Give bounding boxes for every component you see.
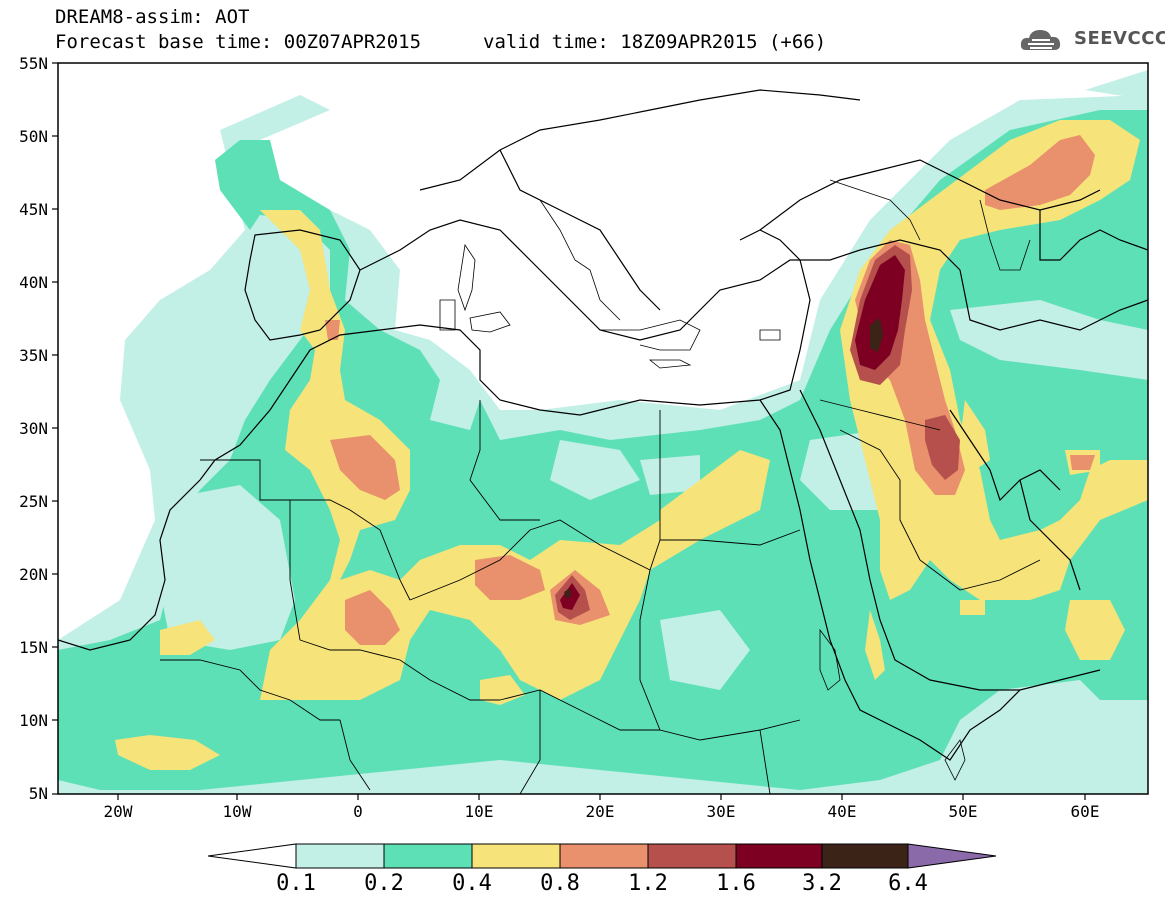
aot-contour-f32 [564, 318, 883, 598]
lon-label: 10E [465, 802, 494, 821]
colorbar-label: 0.4 [452, 871, 492, 896]
lat-label: 50N [19, 127, 48, 146]
colorbar-low-arrow [207, 843, 297, 869]
colorbar-swatch [383, 843, 473, 869]
lon-label: 60E [1071, 802, 1100, 821]
lat-label: 15N [19, 638, 48, 657]
valid-time: valid time: 18Z09APR2015 (+66) [483, 31, 827, 53]
colorbar [207, 843, 997, 869]
colorbar-label: 0.2 [364, 871, 404, 896]
lon-label: 30E [707, 802, 736, 821]
lat-label: 10N [19, 711, 48, 730]
lon-label: 40E [828, 802, 857, 821]
colorbar-label: 0.8 [540, 871, 580, 896]
colorbar-swatch [735, 843, 823, 869]
lon-label: 10W [223, 802, 252, 821]
colorbar-label: 6.4 [888, 871, 928, 896]
colorbar-swatch [647, 843, 737, 869]
lon-label: 0 [353, 802, 363, 821]
map-title: DREAM8-assim: AOT [55, 6, 250, 28]
aot-contour-f04 [115, 120, 1148, 770]
colorbar-high-arrow [907, 843, 997, 869]
colorbar-swatch [471, 843, 561, 869]
colorbar-swatch [559, 843, 649, 869]
lat-label: 30N [19, 419, 48, 438]
colorbar-swatch [821, 843, 909, 869]
lat-label: 55N [19, 54, 48, 73]
colorbar-label: 3.2 [802, 871, 842, 896]
lon-label: 20E [586, 802, 615, 821]
lon-label: 50E [949, 802, 978, 821]
seevccc-logo: SEEVCCC [1074, 28, 1165, 49]
lat-label: 20N [19, 565, 48, 584]
lat-label: 45N [19, 200, 48, 219]
colorbar-swatch [295, 843, 385, 869]
lon-label: 20W [104, 802, 133, 821]
colorbar-label: 1.2 [628, 871, 668, 896]
aot-field [58, 63, 1148, 794]
cloud-icon [1020, 30, 1061, 50]
lat-label: 25N [19, 492, 48, 511]
lat-label: 40N [19, 273, 48, 292]
colorbar-label: 0.1 [276, 871, 316, 896]
colorbar-label: 1.6 [716, 871, 756, 896]
lat-label: 5N [29, 784, 48, 803]
lat-label: 35N [19, 346, 48, 365]
forecast-base-time: Forecast base time: 00Z07APR2015 [55, 31, 422, 53]
